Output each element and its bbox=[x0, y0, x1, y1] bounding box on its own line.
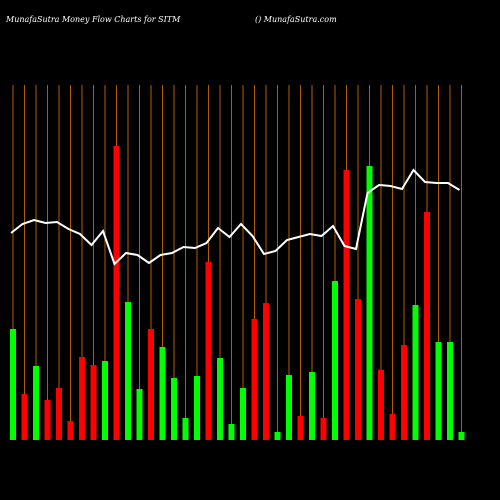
bar bbox=[159, 347, 166, 440]
bar bbox=[240, 388, 246, 440]
bar bbox=[33, 366, 39, 440]
money-flow-line bbox=[10, 168, 461, 266]
bar bbox=[263, 303, 269, 440]
bar bbox=[366, 166, 373, 440]
bar bbox=[309, 372, 315, 440]
chart-subtitle: () MunafaSutra.com bbox=[255, 15, 337, 24]
bar bbox=[44, 400, 51, 440]
bar bbox=[435, 342, 442, 440]
bar bbox=[90, 365, 97, 440]
bar bbox=[125, 302, 131, 440]
bar bbox=[56, 388, 62, 440]
bar bbox=[102, 361, 108, 440]
bar bbox=[79, 357, 85, 440]
bar bbox=[10, 329, 16, 440]
bar bbox=[136, 389, 143, 440]
bar bbox=[355, 299, 361, 440]
bar bbox=[343, 170, 350, 440]
bar bbox=[389, 414, 396, 440]
bar bbox=[320, 418, 327, 440]
bar bbox=[148, 329, 154, 440]
bar bbox=[424, 212, 430, 440]
bar bbox=[412, 305, 419, 440]
bar bbox=[378, 370, 384, 440]
bar bbox=[297, 416, 304, 440]
bar bbox=[286, 375, 292, 440]
bar bbox=[182, 418, 189, 440]
bar bbox=[171, 378, 177, 440]
bar bbox=[113, 146, 120, 440]
bar bbox=[67, 421, 74, 440]
bar bbox=[251, 319, 258, 440]
bar bbox=[274, 432, 281, 440]
bar bbox=[205, 262, 212, 440]
bar bbox=[228, 424, 235, 440]
bar bbox=[217, 358, 223, 440]
bar bbox=[332, 281, 338, 440]
bar bbox=[401, 345, 407, 440]
bar bbox=[194, 376, 200, 440]
bar bbox=[447, 342, 453, 440]
chart-title: MunafaSutra Money Flow Charts for SITM bbox=[5, 15, 181, 24]
bar bbox=[458, 432, 465, 440]
bar bbox=[21, 394, 28, 440]
